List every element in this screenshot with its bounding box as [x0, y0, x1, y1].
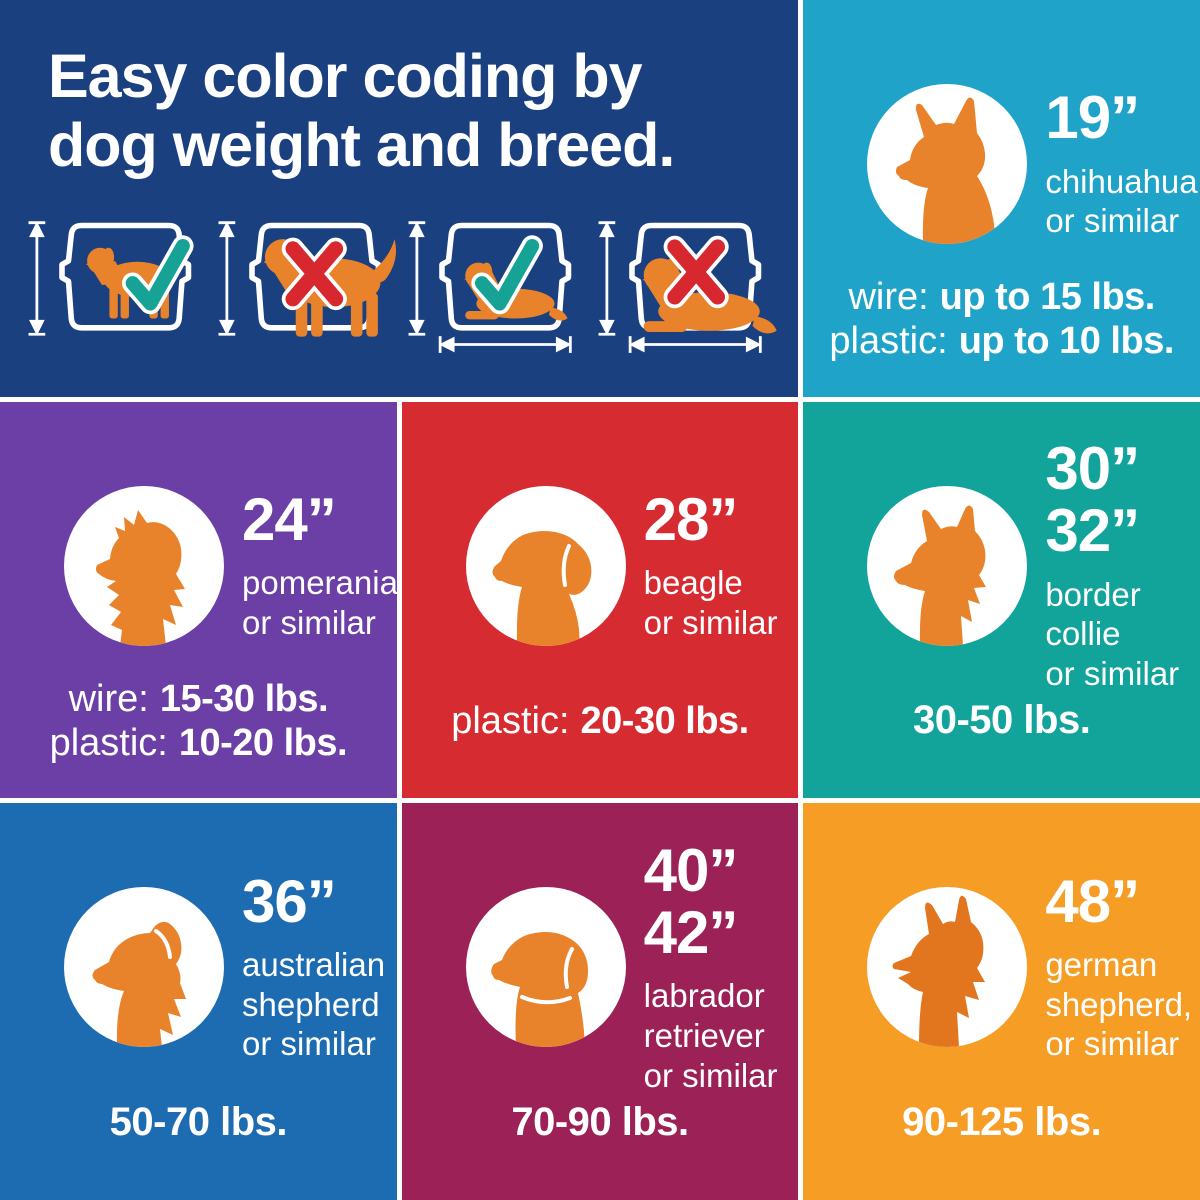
- border-collie-panel: 30” 32” border collie or similar 30-50 l…: [803, 401, 1200, 799]
- height-arrow-icon: [217, 221, 237, 336]
- weight-range: plastic: 20-30 lbs.: [451, 699, 749, 742]
- beagle-panel: 28” beagle or similar plastic: 20-30 lbs.: [401, 401, 799, 799]
- labrador-retriever-head-icon: [465, 887, 626, 1048]
- check-icon: [121, 235, 194, 315]
- chihuahua-panel: 19” chihuahua or similar wire: up to 15 l…: [803, 0, 1200, 397]
- german-shepherd-panel: 48” german shepherd, or similar 90-125 l…: [803, 803, 1200, 1200]
- crate-size: 36”: [242, 867, 337, 935]
- header-panel: Easy color coding by dog weight and breed…: [0, 0, 799, 397]
- standing-dog-fits-crate-icon: [27, 221, 194, 336]
- chihuahua-head-icon: [867, 84, 1028, 244]
- breed-label: pomeranian or similar: [242, 564, 397, 641]
- crate-size: 48”: [1045, 867, 1140, 935]
- crate-size: 40”: [643, 836, 739, 904]
- width-arrow-icon: [628, 334, 762, 355]
- lying-dog-too-big-crate-icon: [597, 221, 777, 355]
- german-shepherd-head-icon: [867, 887, 1028, 1048]
- width-arrow-icon: [438, 334, 572, 355]
- breed-label: border collie or similar: [1045, 575, 1180, 692]
- lying-dog-fits-crate-icon: [407, 221, 572, 355]
- height-arrow-icon: [27, 221, 47, 336]
- crate-size: 32”: [1045, 497, 1140, 565]
- weight-range: 50-70 lbs.: [109, 1100, 288, 1145]
- x-icon: [663, 235, 729, 309]
- breed-label: chihuahua or similar: [1045, 162, 1198, 240]
- crate-size: 28”: [643, 485, 739, 553]
- beagle-head-icon: [465, 485, 626, 646]
- crate-fit-legend: [0, 210, 798, 360]
- check-icon: [471, 235, 543, 315]
- border-collie-head-icon: [867, 485, 1028, 646]
- page-title: Easy color coding by dog weight and breed…: [48, 42, 675, 179]
- pomeranian-head-icon: [64, 485, 224, 646]
- standing-dog-too-big-crate-icon: [217, 221, 397, 337]
- crate-size: 19”: [1045, 84, 1140, 152]
- pomeranian-panel: 24” pomeranian or similar wire:15-30 lbs…: [0, 401, 397, 799]
- crate-size: 30”: [1045, 434, 1140, 502]
- breed-label: labrador retriever or similar: [643, 977, 778, 1094]
- x-icon: [281, 237, 347, 310]
- labrador-retriever-panel: 40” 42” labrador retriever or similar 70…: [401, 803, 799, 1200]
- breed-label: australian shepherd or similar: [242, 946, 386, 1063]
- height-arrow-icon: [407, 221, 427, 336]
- breed-label: beagle or similar: [643, 564, 778, 641]
- height-arrow-icon: [597, 221, 617, 336]
- crate-size: 42”: [643, 898, 739, 966]
- breed-label: german shepherd, or similar: [1045, 946, 1193, 1063]
- weight-range: wire: 15-30 lbs. plastic: 10-20 lbs.: [49, 677, 348, 764]
- weight-range: 90-125 lbs.: [902, 1100, 1102, 1145]
- weight-range: 30-50 lbs.: [912, 698, 1091, 743]
- crate-size: 24”: [242, 485, 337, 553]
- australian-shepherd-head-icon: [64, 887, 224, 1048]
- weight-range: 70-90 lbs.: [511, 1100, 689, 1145]
- australian-shepherd-panel: 36” australian shepherd or similar 50-70…: [0, 803, 397, 1200]
- weight-range: wire: up to 15 lbs. plastic: up to 10 lbs.: [829, 275, 1174, 362]
